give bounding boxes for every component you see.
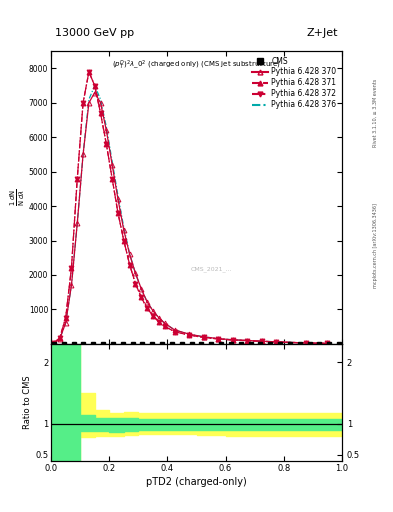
Y-axis label: $\frac{1}{\mathrm{N}}\frac{d\mathrm{N}}{d\lambda}$: $\frac{1}{\mathrm{N}}\frac{d\mathrm{N}}{… bbox=[9, 188, 28, 206]
Text: mcplots.cern.ch [arXiv:1306.3436]: mcplots.cern.ch [arXiv:1306.3436] bbox=[373, 203, 378, 288]
Y-axis label: Ratio to CMS: Ratio to CMS bbox=[24, 375, 32, 429]
Text: CMS_2021_...: CMS_2021_... bbox=[190, 267, 232, 272]
Text: 13000 GeV pp: 13000 GeV pp bbox=[55, 28, 134, 38]
Text: Z+Jet: Z+Jet bbox=[307, 28, 338, 38]
Text: Rivet 3.1.10, ≥ 3.3M events: Rivet 3.1.10, ≥ 3.3M events bbox=[373, 78, 378, 147]
X-axis label: pTD2 (charged-only): pTD2 (charged-only) bbox=[146, 477, 247, 487]
Legend: CMS, Pythia 6.428 370, Pythia 6.428 371, Pythia 6.428 372, Pythia 6.428 376: CMS, Pythia 6.428 370, Pythia 6.428 371,… bbox=[250, 55, 338, 111]
Text: $(p_T^D)^2\lambda\_0^2$ (charged only) (CMS jet substructure): $(p_T^D)^2\lambda\_0^2$ (charged only) (… bbox=[112, 58, 281, 72]
